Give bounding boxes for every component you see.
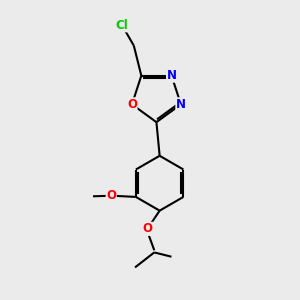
- Text: O: O: [106, 189, 116, 203]
- Text: N: N: [167, 69, 176, 82]
- Text: O: O: [127, 98, 137, 111]
- Text: O: O: [143, 222, 153, 236]
- Text: Cl: Cl: [116, 19, 128, 32]
- Text: N: N: [176, 98, 186, 111]
